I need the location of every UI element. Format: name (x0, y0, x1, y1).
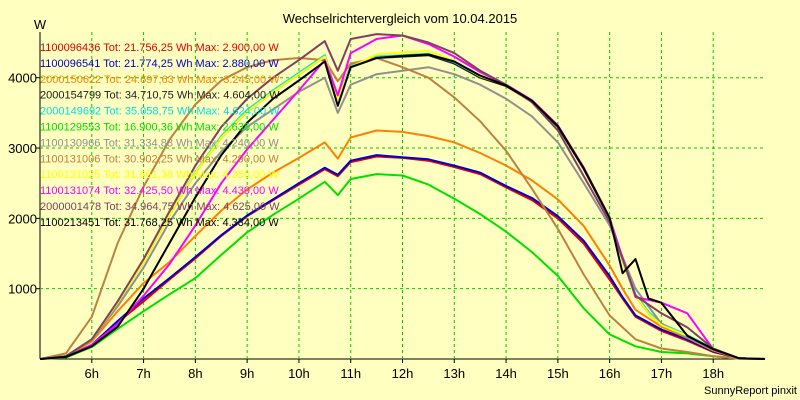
x-tick-label: 6h (85, 366, 99, 381)
series-line-1100131025 (39, 50, 766, 360)
legend: 1100096436 Tot: 21.756,25 Wh Max: 2.900,… (40, 42, 280, 229)
x-tick-label: 15h (547, 366, 569, 381)
series-lines (39, 33, 766, 360)
legend-entry-1100096436: 1100096436 Tot: 21.756,25 Wh Max: 2.900,… (40, 42, 279, 54)
grid (40, 32, 765, 359)
series-line-1100129553 (39, 173, 766, 360)
legend-entry-1100096541: 1100096541 Tot: 21.774,25 Wh Max: 2.880,… (40, 58, 279, 70)
y-tick-label: 4000 (8, 71, 37, 86)
series-line-1100131006 (39, 57, 766, 360)
legend-entry-1100213451: 1100213451 Tot: 31.768,25 Wh Max: 4.334,… (40, 217, 279, 229)
legend-entry-2000149692: 2000149692 Tot: 35.058,75 Wh Max: 4.624,… (40, 106, 280, 118)
x-tick-label: 17h (651, 366, 673, 381)
y-axis-label: W (34, 17, 47, 32)
y-tick-label: 3000 (8, 141, 37, 156)
legend-entry-2000154799: 2000154799 Tot: 34.710,75 Wh Max: 4.604,… (40, 90, 280, 102)
legend-entry-1100129553: 1100129553 Tot: 16.900,36 Wh Max: 2.635,… (40, 122, 279, 134)
legend-entry-1100131074: 1100131074 Tot: 32.425,50 Wh Max: 4.439,… (40, 185, 279, 197)
x-tick-label: 14h (495, 366, 517, 381)
chart-title: Wechselrichtervergleich vom 10.04.2015 (283, 11, 518, 26)
legend-entry-1100131025: 1100131025 Tot: 31.661,38 Wh Max: 4.350,… (40, 169, 279, 181)
y-tick-label: 1000 (8, 282, 37, 297)
series-line-1100213451 (39, 53, 766, 360)
x-tick-label: 9h (240, 366, 254, 381)
x-tick-label: 11h (340, 366, 361, 381)
legend-entry-1100130966: 1100130966 Tot: 31.334,88 Wh Max: 4.240,… (40, 137, 279, 149)
x-tick-label: 10h (288, 366, 310, 381)
series-line-1100096541 (39, 154, 766, 360)
y-tick-label: 2000 (8, 211, 37, 226)
x-tick-label: 18h (702, 366, 724, 381)
legend-entry-1100131006: 1100131006 Tot: 30.902,25 Wh Max: 4.290,… (40, 153, 279, 165)
legend-entry-2000001478: 2000001478 Tot: 34.964,75 Wh Max: 4.625,… (40, 201, 280, 213)
series-line-2000150622 (39, 129, 766, 360)
x-tick-label: 13h (443, 366, 465, 381)
x-tick-label: 16h (599, 366, 621, 381)
x-tick-label: 7h (136, 366, 150, 381)
series-line-2000001478 (39, 33, 766, 360)
x-tick-label: 8h (188, 366, 202, 381)
legend-entry-2000150622: 2000150622 Tot: 24.697,63 Wh Max: 3.245,… (40, 74, 280, 86)
series-line-1100130966 (39, 66, 766, 360)
footer-credit: SunnyReport pinxit (704, 385, 797, 397)
x-tick-label: 12h (392, 366, 414, 381)
